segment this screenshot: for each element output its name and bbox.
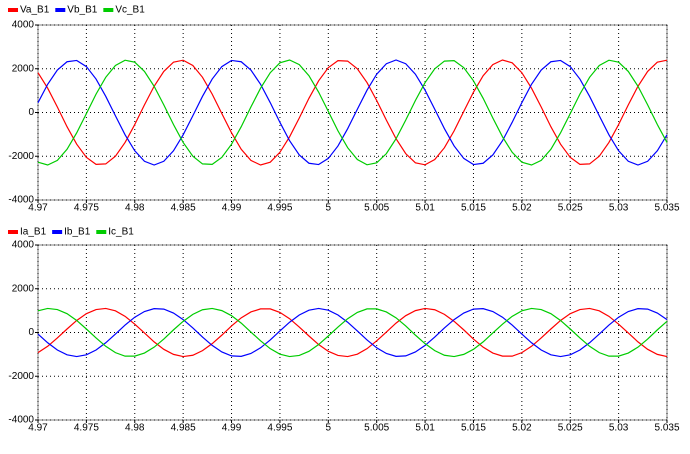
series-line xyxy=(37,307,668,358)
x-tick-label: 4.98 xyxy=(125,203,145,214)
legend-swatch xyxy=(103,8,114,12)
y-tick-label: -2000 xyxy=(8,151,34,162)
y-tick-label: -4000 xyxy=(8,195,34,206)
series-line xyxy=(37,59,668,166)
legend-swatch xyxy=(96,230,107,234)
series-line xyxy=(37,307,668,358)
plot-area xyxy=(37,24,668,201)
x-tick-label: 5.02 xyxy=(512,423,532,434)
legend-label: Ia_B1 xyxy=(20,227,47,238)
x-tick-label: 4.975 xyxy=(74,203,99,214)
x-tick-label: 4.98 xyxy=(125,423,145,434)
legend-label: Vb_B1 xyxy=(67,5,97,16)
x-tick-label: 5.03 xyxy=(609,203,629,214)
legend-swatch xyxy=(52,230,63,234)
series-line xyxy=(37,59,668,166)
x-tick-label: 5.035 xyxy=(654,203,679,214)
plot-area xyxy=(37,244,668,421)
legend-label: Vc_B1 xyxy=(115,5,145,16)
x-tick-label: 5.01 xyxy=(415,203,435,214)
x-tick-label: 5.015 xyxy=(461,423,486,434)
legend-label: Ic_B1 xyxy=(108,227,134,238)
legend-swatch xyxy=(55,8,66,12)
legend-label: Va_B1 xyxy=(20,5,50,16)
x-tick-label: 5.005 xyxy=(364,203,389,214)
x-tick-label: 4.995 xyxy=(267,423,292,434)
y-tick-label: 0 xyxy=(28,107,34,118)
y-tick-label: 2000 xyxy=(12,283,35,294)
x-tick-label: 5 xyxy=(326,423,332,434)
legend-label: Ib_B1 xyxy=(64,227,91,238)
x-tick-label: 4.975 xyxy=(74,423,99,434)
y-tick-label: 4000 xyxy=(12,240,35,251)
x-tick-label: 4.995 xyxy=(267,203,292,214)
x-tick-label: 5.015 xyxy=(461,203,486,214)
x-tick-label: 5.035 xyxy=(654,423,679,434)
x-tick-label: 5.005 xyxy=(364,423,389,434)
x-tick-label: 5.03 xyxy=(609,423,629,434)
y-tick-label: 2000 xyxy=(12,63,35,74)
x-tick-label: 5.02 xyxy=(512,203,532,214)
y-tick-label: 4000 xyxy=(12,20,35,31)
y-tick-label: -4000 xyxy=(8,415,34,426)
x-tick-label: 5.01 xyxy=(415,423,435,434)
x-tick-label: 5 xyxy=(326,203,332,214)
x-tick-label: 4.99 xyxy=(222,203,242,214)
x-tick-label: 4.985 xyxy=(171,423,196,434)
x-tick-label: 5.025 xyxy=(558,423,583,434)
y-tick-label: -2000 xyxy=(8,371,34,382)
y-tick-label: 0 xyxy=(28,327,34,338)
x-tick-label: 4.97 xyxy=(28,423,48,434)
x-tick-label: 4.99 xyxy=(222,423,242,434)
x-tick-label: 4.985 xyxy=(171,203,196,214)
x-tick-label: 4.97 xyxy=(28,203,48,214)
legend-swatch xyxy=(8,8,18,12)
series-line xyxy=(37,59,668,166)
x-tick-label: 5.025 xyxy=(558,203,583,214)
series-line xyxy=(37,307,668,358)
legend-swatch xyxy=(8,230,18,234)
